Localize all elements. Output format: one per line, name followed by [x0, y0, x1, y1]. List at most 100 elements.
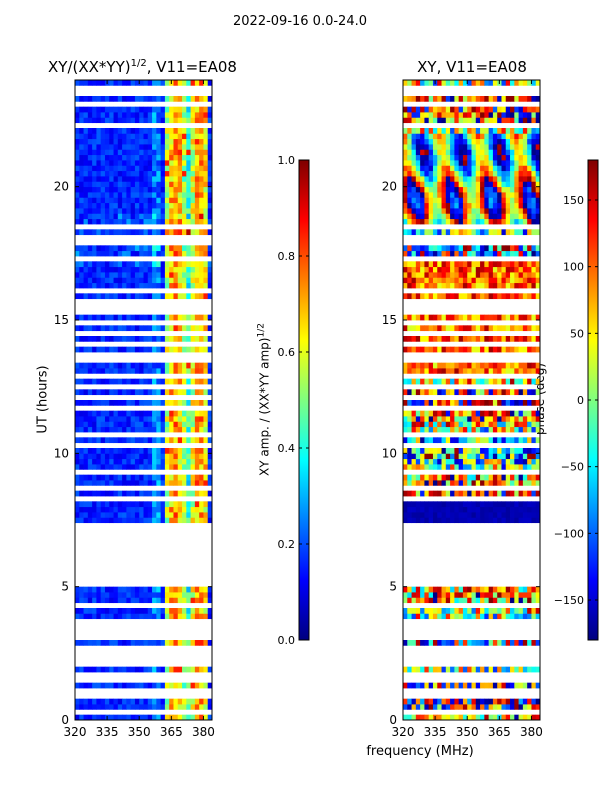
amp-heatmap-cell — [100, 592, 106, 598]
phase-heatmap-cell — [420, 501, 425, 508]
amp-heatmap-cell — [182, 714, 187, 721]
phase-heatmap-cell — [535, 480, 541, 486]
phase-heatmap-cell — [437, 410, 442, 417]
amp-heatmap-cell — [182, 464, 187, 470]
phase-heatmap-cell — [407, 293, 412, 300]
amp-heatmap-cell — [139, 346, 144, 353]
amp-heatmap-cell — [139, 608, 144, 614]
phase-heatmap-cell — [454, 160, 460, 166]
amp-heatmap-cell — [100, 490, 106, 497]
amp-heatmap-cell — [139, 426, 144, 433]
phase-heatmap-cell — [497, 389, 502, 396]
phase-heatmap-cell — [488, 410, 494, 417]
phase-heatmap-cell — [492, 165, 498, 172]
amp-heatmap-cell — [186, 293, 191, 300]
phase-heatmap-cell — [437, 272, 442, 278]
phase-heatmap-cell — [458, 96, 464, 102]
phase-heatmap-cell — [467, 202, 472, 209]
amp-heatmap-cell — [87, 501, 93, 508]
amp-heatmap-cell — [79, 592, 84, 598]
amp-heatmap-cell — [156, 117, 162, 124]
amp-heatmap-cell — [117, 506, 123, 513]
phase-heatmap-cell — [462, 490, 468, 497]
phase-heatmap-cell — [458, 346, 464, 353]
phase-heatmap-cell — [497, 218, 502, 225]
amp-heatmap-cell — [79, 490, 84, 497]
amp-heatmap-cell — [164, 245, 170, 252]
amp-heatmap-cell — [122, 453, 127, 460]
phase-heatmap-cell — [432, 266, 438, 273]
phase-heatmap-cell — [428, 202, 434, 209]
phase-heatmap-cell — [484, 362, 490, 369]
amp-heatmap-cell — [126, 448, 132, 454]
amp-heatmap-cell — [207, 346, 213, 353]
phase-heatmap-cell — [462, 293, 468, 300]
phase-heatmap-cell — [445, 229, 451, 236]
amp-heatmap-cell — [147, 208, 153, 214]
phase-heatmap-cell — [471, 176, 477, 182]
phase-heatmap-cell — [514, 704, 519, 710]
phase-heatmap-cell — [497, 474, 502, 481]
amp-heatmap-cell — [126, 714, 132, 721]
phase-heatmap-cell — [415, 202, 421, 209]
amp-heatmap-cell — [130, 293, 136, 300]
amp-heatmap-cell — [75, 698, 80, 705]
amp-heatmap-cell — [143, 464, 149, 470]
amp-heatmap-cell — [75, 336, 80, 342]
phase-heatmap-cell — [432, 474, 438, 481]
amp-heatmap-cell — [139, 714, 144, 721]
amp-heatmap-cell — [96, 448, 102, 454]
amp-heatmap-cell — [194, 250, 200, 257]
phase-heatmap-cell — [411, 698, 417, 705]
phase-heatmap-cell — [420, 592, 425, 598]
phase-heatmap-cell — [514, 176, 519, 182]
phase-heatmap-cell — [510, 640, 515, 646]
phase-heatmap-cell — [531, 80, 537, 86]
amp-heatmap-cell — [164, 501, 170, 508]
phase-heatmap-cell — [432, 277, 438, 284]
phase-heatmap-cell — [462, 362, 468, 369]
amp-heatmap-cell — [143, 96, 149, 102]
amp-heatmap-cell — [186, 501, 191, 508]
phase-heatmap-cell — [505, 133, 511, 140]
phase-heatmap-cell — [471, 480, 477, 486]
amp-heatmap-cell — [92, 128, 97, 134]
amp-heatmap-cell — [87, 181, 93, 188]
amp-heatmap-cell — [143, 202, 149, 209]
amp-heatmap-cell — [130, 368, 136, 374]
phase-heatmap-cell — [531, 128, 537, 134]
amp-heatmap-cell — [139, 133, 144, 140]
amp-heatmap-cell — [143, 213, 149, 220]
amp-heatmap-cell — [152, 208, 157, 214]
phase-heatmap-cell — [510, 517, 515, 524]
amp-heatmap-cell — [113, 106, 119, 113]
phase-heatmap-cell — [531, 133, 537, 140]
amp-heatmap-cell — [109, 176, 114, 182]
amp-heatmap-cell — [104, 362, 110, 369]
phase-heatmap-cell — [492, 202, 498, 209]
phase-xtick-label: 380 — [520, 725, 543, 739]
amp-heatmap-cell — [182, 245, 187, 252]
phase-heatmap-cell — [428, 490, 434, 497]
amp-title-sup: 1/2 — [130, 58, 147, 69]
amp-heatmap-cell — [96, 608, 102, 614]
phase-heatmap-cell — [424, 389, 430, 396]
phase-heatmap-cell — [501, 608, 507, 614]
phase-heatmap-cell — [501, 421, 507, 428]
phase-heatmap-cell — [531, 426, 537, 433]
phase-heatmap-cell — [488, 714, 494, 721]
phase-heatmap-cell — [510, 389, 515, 396]
amp-heatmap-cell — [75, 261, 80, 268]
amp-heatmap-cell — [83, 426, 89, 433]
amp-heatmap-cell — [207, 293, 213, 300]
phase-heatmap-cell — [475, 96, 481, 102]
phase-heatmap-cell — [437, 181, 442, 188]
phase-heatmap-cell — [471, 698, 477, 705]
amp-heatmap-cell — [143, 378, 149, 385]
phase-heatmap-cell — [505, 336, 511, 342]
phase-heatmap-cell — [514, 261, 519, 268]
phase-xtick-label: 350 — [456, 725, 479, 739]
phase-heatmap-cell — [518, 517, 524, 524]
amp-heatmap-cell — [186, 96, 191, 102]
amp-heatmap-cell — [199, 176, 204, 182]
